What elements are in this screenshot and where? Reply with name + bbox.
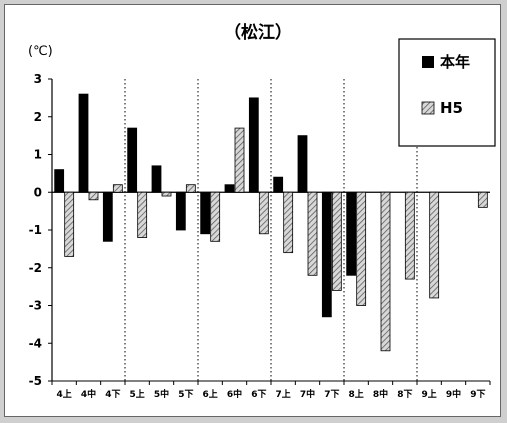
bar-h5 — [185, 184, 196, 193]
y-tick-label: -3 — [29, 299, 42, 313]
bar-honnen — [151, 165, 162, 193]
bar-honnen — [346, 191, 357, 276]
y-tick-label: 1 — [34, 148, 42, 162]
bar-honnen — [102, 191, 113, 242]
bar-honnen — [127, 127, 138, 193]
x-tick-label: 7下 — [324, 389, 339, 400]
x-tick-label: 8上 — [349, 388, 364, 400]
y-tick-label: -5 — [29, 374, 42, 388]
x-tick-label: 7上 — [276, 388, 291, 400]
x-tick-label: 9上 — [422, 388, 437, 400]
y-tick-label: -4 — [29, 336, 42, 350]
bar-h5 — [404, 191, 415, 280]
bar-h5 — [112, 184, 123, 193]
y-axis-unit: (℃) — [28, 44, 53, 59]
bar-honnen — [224, 184, 235, 193]
legend-swatch-h5 — [421, 101, 435, 115]
y-tick-label: 2 — [34, 110, 42, 124]
bar-honnen — [297, 135, 308, 193]
bar-h5 — [137, 191, 148, 238]
bar-h5 — [307, 191, 318, 276]
x-tick-label: 4中 — [81, 388, 96, 400]
bar-h5 — [161, 191, 172, 197]
x-tick-label: 9中 — [446, 388, 461, 400]
bar-h5 — [380, 191, 391, 352]
legend-label-honnen: 本年 — [440, 53, 470, 71]
y-tick-label: 3 — [34, 72, 42, 86]
x-tick-label: 8下 — [397, 389, 412, 400]
x-tick-label: 6中 — [227, 388, 242, 400]
bar-honnen — [321, 191, 332, 318]
x-tick-label: 7中 — [300, 388, 315, 400]
x-tick-label: 8中 — [373, 388, 388, 400]
x-tick-label: 6下 — [251, 389, 266, 400]
bar-h5 — [88, 191, 99, 201]
x-tick-label: 9下 — [470, 389, 485, 400]
bar-h5 — [258, 191, 269, 235]
plot-area: 3 2 1 0 -1 -2 -3 -4 -5 4上 4中 4下 5上 5中 5下 6上 6中 6下 7上 7中 7下 8上… — [29, 72, 491, 400]
x-tick-label: 6上 — [203, 388, 218, 400]
bar-h5 — [429, 191, 440, 299]
bar-h5 — [234, 127, 245, 193]
x-tick-label: 5上 — [130, 388, 145, 400]
legend-box — [398, 38, 496, 147]
x-tick-label: 5下 — [178, 389, 193, 400]
bar-h5 — [356, 191, 367, 306]
legend-swatch-honnen — [422, 56, 434, 68]
x-tick-label: 4下 — [105, 389, 120, 400]
chart-title: （松江） — [224, 22, 292, 43]
y-tick-label: 0 — [34, 185, 42, 199]
bar-h5 — [477, 191, 488, 208]
bar-honnen — [175, 191, 186, 231]
bar-h5 — [64, 191, 75, 257]
bar-honnen — [78, 93, 89, 193]
legend-label-h5: H5 — [440, 99, 463, 117]
bar-h5 — [283, 191, 294, 254]
bar-honnen — [200, 191, 211, 235]
bar-honnen — [54, 169, 65, 193]
bar-honnen — [248, 97, 259, 193]
x-tick-label: 4上 — [57, 388, 72, 400]
x-tick-label: 5中 — [154, 388, 169, 400]
y-tick-label: -2 — [29, 261, 42, 275]
legend: 本年 H5 — [398, 38, 496, 147]
bar-honnen — [273, 176, 284, 193]
bar-h5 — [210, 191, 221, 242]
y-tick-label: -1 — [29, 223, 42, 237]
bar-h5 — [331, 191, 342, 291]
